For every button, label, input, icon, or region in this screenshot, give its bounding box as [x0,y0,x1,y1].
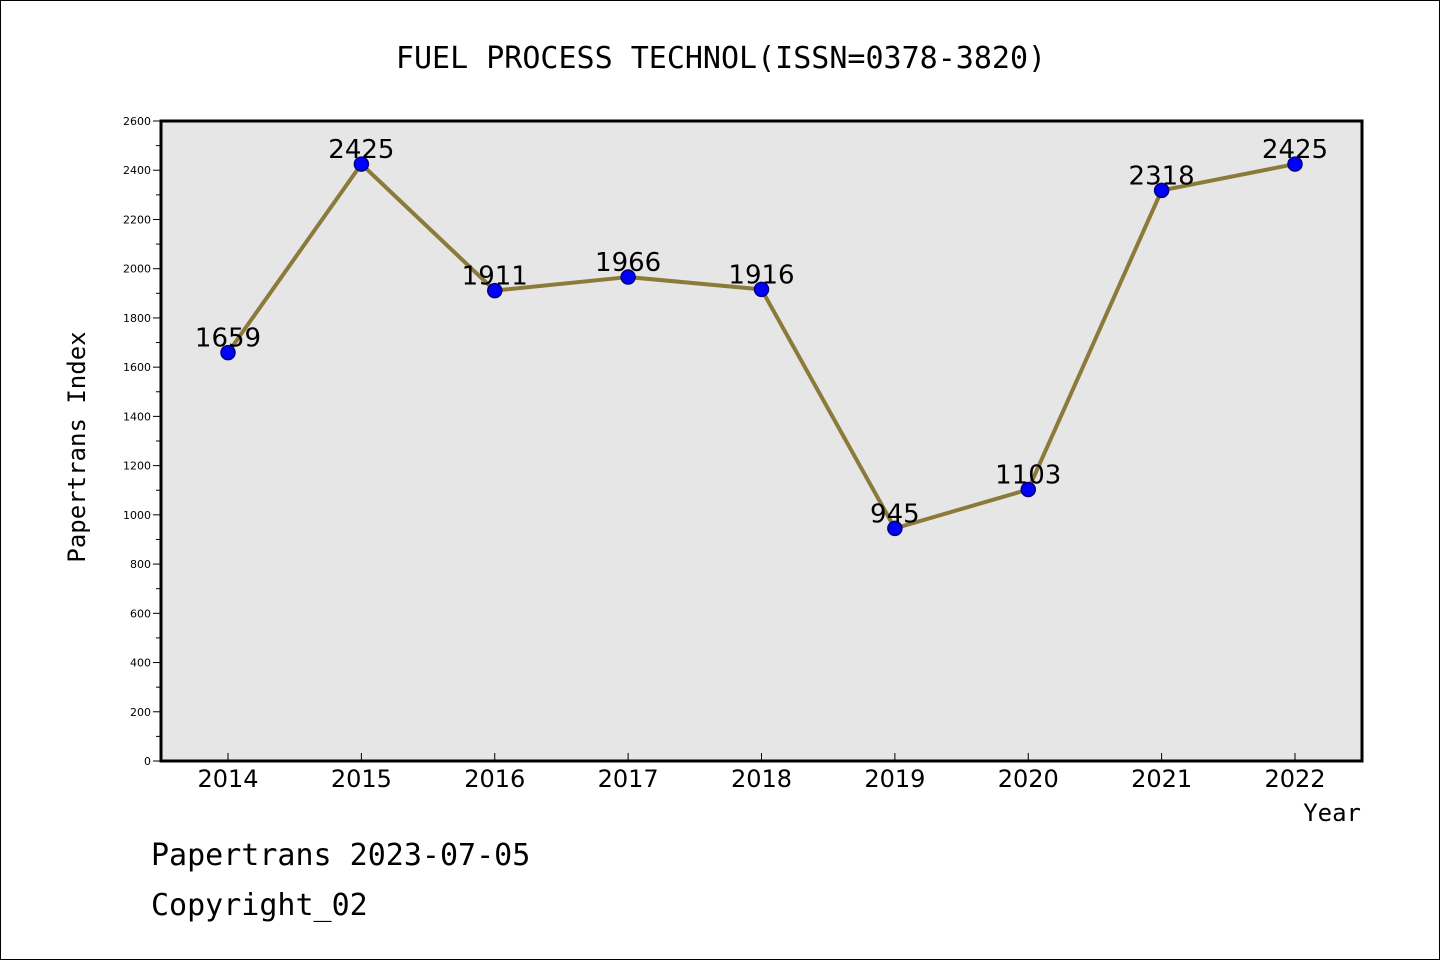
x-tick-label: 2014 [197,765,258,793]
x-tick-label: 2017 [598,765,659,793]
data-label: 1966 [595,248,661,278]
plot-area [159,119,1364,763]
x-tick-label: 2016 [464,765,525,793]
y-tick-label: 1000 [123,509,151,522]
data-point [1020,481,1036,498]
data-label: 1103 [995,460,1061,490]
x-tick-label: 2015 [331,765,392,793]
x-axis: 2014 2015 2016 2017 2018 2019 2020 2021 2022 [197,753,1326,793]
data-label: 945 [870,499,920,529]
y-tick-label: 1200 [123,460,151,473]
y-tick-label: 2600 [123,115,151,128]
y-tick-label: 400 [130,657,151,670]
data-point [220,344,236,361]
y-axis: 0 200 400 600 800 1000 1200 1400 1600 1800 2000 220… [123,115,161,768]
x-tick-label: 2021 [1131,765,1192,793]
data-label: 2425 [328,135,394,165]
x-axis-label: Year [1303,799,1361,827]
data-label: 2425 [1262,135,1328,165]
footer-copyright: Copyright_02 [151,888,368,923]
data-point [353,156,370,172]
data-point [487,282,503,299]
data-point [887,520,903,537]
data-point [1287,156,1303,172]
footer-date: Papertrans 2023-07-05 [151,838,530,873]
data-point [753,281,770,298]
x-tick-label: 2019 [864,765,925,793]
y-tick-label: 800 [130,558,151,571]
y-axis-label: Papertrans Index [63,331,91,562]
data-point [1153,182,1170,199]
y-tick-label: 2400 [123,164,151,177]
y-tick-label: 2200 [123,213,151,226]
chart-title: FUEL PROCESS TECHNOL(ISSN=0378-3820) [396,41,1046,76]
y-tick-label: 1400 [123,410,151,423]
y-tick-label: 1800 [123,312,151,325]
y-tick-label: 1600 [123,361,151,374]
data-label: 2318 [1129,161,1195,191]
x-tick-label: 2018 [731,765,792,793]
x-tick-label: 2022 [1264,765,1325,793]
y-tick-label: 2000 [123,263,151,276]
y-tick-label: 600 [130,607,151,620]
data-label: 1916 [728,260,794,290]
data-point [620,269,636,285]
x-tick-label: 2020 [998,765,1059,793]
series-group: 1659 2425 1911 1966 1916 945 1103 2318 2425 [195,135,1328,537]
data-label: 1659 [195,324,261,354]
y-tick-label: 200 [130,706,151,719]
data-label: 1911 [462,262,528,292]
y-tick-label: 0 [144,755,151,768]
